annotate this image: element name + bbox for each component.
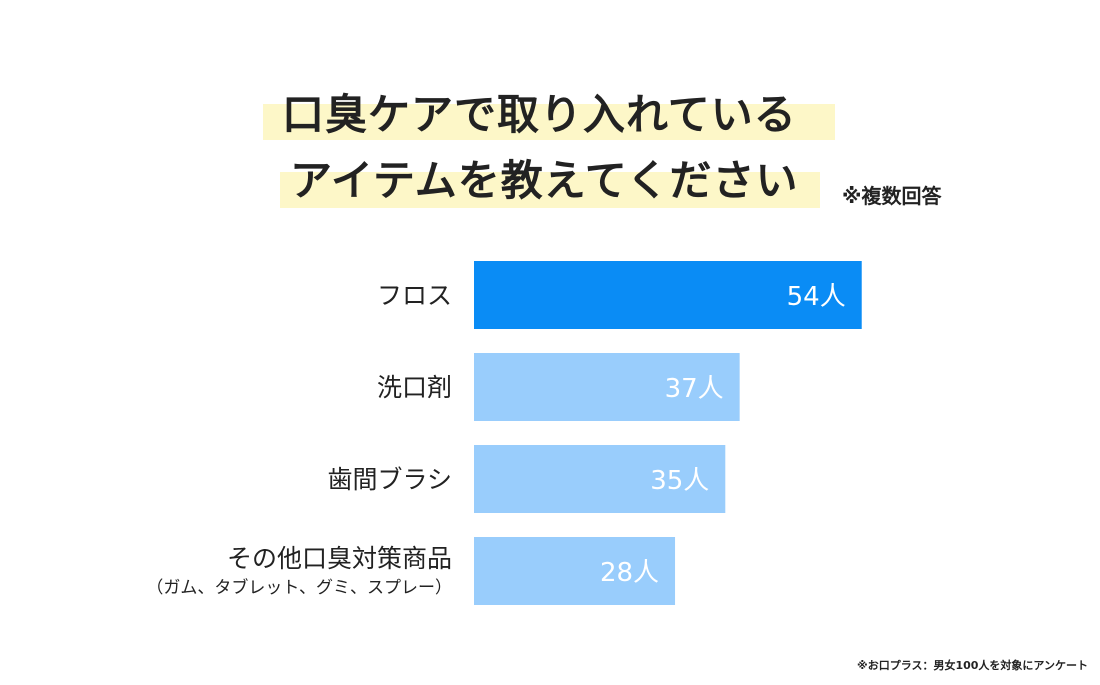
category-sublabel-4: （ガム、タブレット、グミ、スプレー） (146, 577, 452, 598)
title-highlight-2 (280, 172, 820, 208)
chart-title-line-2: アイテムを教えてください (290, 156, 799, 205)
value-label-3: 35人 (650, 466, 709, 496)
value-label-1: 54人 (787, 282, 846, 312)
bar-1 (474, 261, 862, 329)
value-label-2: 37人 (665, 374, 724, 404)
chart-title-line-1: 口臭ケアで取り入れている (282, 90, 797, 139)
category-label-3: 歯間ブラシ (327, 465, 452, 494)
bar-2 (474, 353, 740, 421)
bar-3 (474, 445, 726, 513)
category-label-1: フロス (377, 281, 452, 310)
title-highlight-1 (263, 104, 835, 140)
category-label-2: 洗口剤 (377, 373, 452, 402)
value-label-4: 28人 (600, 558, 659, 588)
category-label-4: その他口臭対策商品 (227, 544, 452, 573)
bar-4 (474, 537, 676, 605)
multiple-answer-note: ※複数回答 (842, 184, 942, 208)
source-note: ※お口プラス：男女100人を対象にアンケート (857, 659, 1088, 672)
